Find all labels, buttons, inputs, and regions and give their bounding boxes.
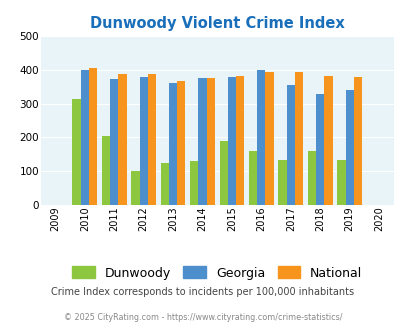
Bar (315, 94, 324, 205)
Bar (278, 160, 286, 205)
Bar (160, 163, 168, 205)
Bar (286, 85, 294, 205)
Bar (102, 136, 110, 205)
Bar (353, 77, 361, 205)
Bar (227, 77, 235, 205)
Bar (72, 99, 81, 205)
Bar (337, 160, 345, 205)
Bar (81, 70, 89, 205)
Bar (206, 78, 214, 205)
Bar (307, 151, 315, 205)
Legend: Dunwoody, Georgia, National: Dunwoody, Georgia, National (67, 261, 367, 284)
Bar (131, 171, 139, 205)
Bar (198, 78, 206, 205)
Bar (110, 80, 118, 205)
Text: Crime Index corresponds to incidents per 100,000 inhabitants: Crime Index corresponds to incidents per… (51, 287, 354, 297)
Bar (139, 77, 147, 205)
Bar (248, 151, 257, 205)
Bar (89, 68, 97, 205)
Bar (168, 83, 177, 205)
Bar (265, 72, 273, 205)
Bar (118, 74, 126, 205)
Bar (294, 72, 303, 205)
Bar (190, 161, 198, 205)
Title: Dunwoody Violent Crime Index: Dunwoody Violent Crime Index (90, 16, 344, 31)
Text: © 2025 CityRating.com - https://www.cityrating.com/crime-statistics/: © 2025 CityRating.com - https://www.city… (64, 313, 341, 322)
Bar (177, 82, 185, 205)
Bar (257, 70, 265, 205)
Bar (219, 141, 227, 205)
Bar (324, 76, 332, 205)
Bar (345, 90, 353, 205)
Bar (147, 74, 156, 205)
Bar (235, 76, 244, 205)
